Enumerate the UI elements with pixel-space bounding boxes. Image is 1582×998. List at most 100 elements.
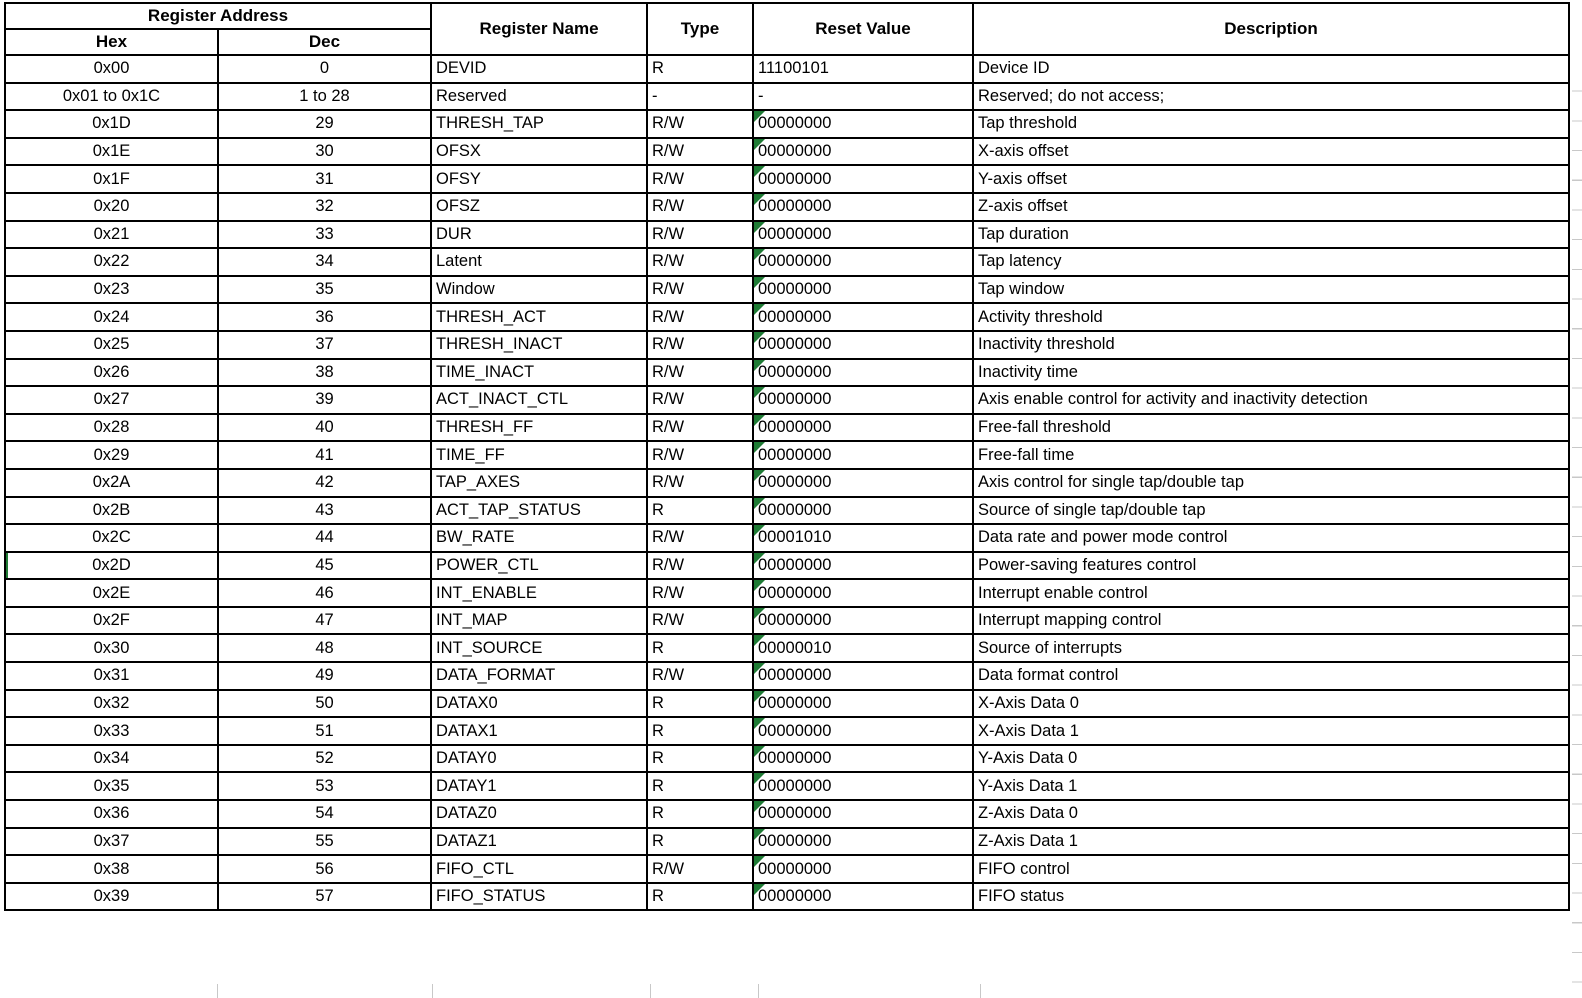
cell-description[interactable]: X-axis offset xyxy=(972,136,1570,167)
cell-description[interactable]: Axis control for single tap/double tap xyxy=(972,467,1570,498)
cell-description[interactable]: Power-saving features control xyxy=(972,550,1570,581)
cell-type[interactable]: R xyxy=(646,799,754,829)
cell-description[interactable]: Y-axis offset xyxy=(972,164,1570,194)
cell-dec[interactable]: 46 xyxy=(217,578,432,608)
cell-type[interactable]: R xyxy=(646,688,754,719)
cell-description[interactable]: FIFO status xyxy=(972,881,1570,912)
cell-dec[interactable]: 32 xyxy=(217,191,432,222)
cell-dec[interactable]: 37 xyxy=(217,329,432,360)
cell-hex[interactable]: 0x21 xyxy=(4,219,219,250)
cell-hex[interactable]: 0x27 xyxy=(4,385,219,415)
cell-type[interactable]: - xyxy=(646,81,754,112)
cell-hex[interactable]: 0x28 xyxy=(4,412,219,443)
cell-reset-value[interactable]: 00000000 xyxy=(752,329,974,360)
cell-reset-value[interactable]: 11100101 xyxy=(752,54,974,84)
cell-description[interactable]: Inactivity time xyxy=(972,357,1570,388)
header-type[interactable]: Type xyxy=(646,2,754,56)
cell-hex[interactable]: 0x37 xyxy=(4,826,219,857)
cell-hex[interactable]: 0x2C xyxy=(4,523,219,553)
cell-description[interactable]: Y-Axis Data 0 xyxy=(972,743,1570,774)
cell-type[interactable]: R xyxy=(646,881,754,912)
cell-hex[interactable]: 0x26 xyxy=(4,357,219,388)
cell-hex[interactable]: 0x35 xyxy=(4,771,219,802)
cell-dec[interactable]: 0 xyxy=(217,54,432,84)
cell-description[interactable]: X-Axis Data 0 xyxy=(972,688,1570,719)
cell-description[interactable]: Tap latency xyxy=(972,247,1570,277)
cell-type[interactable]: R/W xyxy=(646,329,754,360)
cell-type[interactable]: R/W xyxy=(646,523,754,553)
cell-register-name[interactable]: OFSY xyxy=(430,164,648,194)
cell-reset-value[interactable]: 00000000 xyxy=(752,826,974,857)
cell-reset-value[interactable]: 00000000 xyxy=(752,799,974,829)
cell-hex[interactable]: 0x00 xyxy=(4,54,219,84)
cell-type[interactable]: R/W xyxy=(646,136,754,167)
cell-dec[interactable]: 48 xyxy=(217,633,432,664)
cell-register-name[interactable]: Latent xyxy=(430,247,648,277)
cell-type[interactable]: R/W xyxy=(646,550,754,581)
cell-register-name[interactable]: INT_MAP xyxy=(430,605,648,636)
cell-type[interactable]: R/W xyxy=(646,578,754,608)
cell-hex[interactable]: 0x39 xyxy=(4,881,219,912)
cell-dec[interactable]: 55 xyxy=(217,826,432,857)
cell-description[interactable]: FIFO control xyxy=(972,854,1570,884)
cell-dec[interactable]: 52 xyxy=(217,743,432,774)
cell-reset-value[interactable]: 00000000 xyxy=(752,136,974,167)
cell-register-name[interactable]: DATAY1 xyxy=(430,771,648,802)
cell-register-name[interactable]: BW_RATE xyxy=(430,523,648,553)
cell-description[interactable]: Z-Axis Data 1 xyxy=(972,826,1570,857)
cell-hex[interactable]: 0x31 xyxy=(4,661,219,691)
cell-reset-value[interactable]: 00000000 xyxy=(752,164,974,194)
cell-dec[interactable]: 50 xyxy=(217,688,432,719)
cell-dec[interactable]: 49 xyxy=(217,661,432,691)
header-register-name[interactable]: Register Name xyxy=(430,2,648,56)
cell-register-name[interactable]: INT_ENABLE xyxy=(430,578,648,608)
cell-hex[interactable]: 0x32 xyxy=(4,688,219,719)
cell-type[interactable]: R/W xyxy=(646,854,754,884)
cell-hex[interactable]: 0x24 xyxy=(4,302,219,332)
cell-type[interactable]: R/W xyxy=(646,302,754,332)
cell-hex[interactable]: 0x38 xyxy=(4,854,219,884)
cell-dec[interactable]: 39 xyxy=(217,385,432,415)
cell-hex[interactable]: 0x2D xyxy=(4,550,219,581)
cell-register-name[interactable]: DATAX1 xyxy=(430,716,648,746)
cell-description[interactable]: Activity threshold xyxy=(972,302,1570,332)
cell-type[interactable]: R/W xyxy=(646,109,754,139)
cell-type[interactable]: R xyxy=(646,54,754,84)
cell-type[interactable]: R xyxy=(646,716,754,746)
cell-reset-value[interactable]: 00000000 xyxy=(752,357,974,388)
cell-type[interactable]: R/W xyxy=(646,357,754,388)
cell-description[interactable]: Data rate and power mode control xyxy=(972,523,1570,553)
header-dec[interactable]: Dec xyxy=(217,28,432,56)
cell-type[interactable]: R/W xyxy=(646,274,754,305)
cell-description[interactable]: Inactivity threshold xyxy=(972,329,1570,360)
cell-hex[interactable]: 0x33 xyxy=(4,716,219,746)
cell-hex[interactable]: 0x25 xyxy=(4,329,219,360)
cell-dec[interactable]: 45 xyxy=(217,550,432,581)
cell-reset-value[interactable]: 00000000 xyxy=(752,743,974,774)
cell-reset-value[interactable]: 00000000 xyxy=(752,302,974,332)
cell-dec[interactable]: 43 xyxy=(217,495,432,526)
cell-reset-value[interactable]: 00000000 xyxy=(752,688,974,719)
cell-type[interactable]: R/W xyxy=(646,605,754,636)
cell-hex[interactable]: 0x1E xyxy=(4,136,219,167)
cell-reset-value[interactable]: 00000000 xyxy=(752,247,974,277)
cell-register-name[interactable]: Window xyxy=(430,274,648,305)
cell-hex[interactable]: 0x1D xyxy=(4,109,219,139)
cell-type[interactable]: R/W xyxy=(646,164,754,194)
cell-description[interactable]: Device ID xyxy=(972,54,1570,84)
cell-description[interactable]: Y-Axis Data 1 xyxy=(972,771,1570,802)
cell-register-name[interactable]: POWER_CTL xyxy=(430,550,648,581)
header-description[interactable]: Description xyxy=(972,2,1570,56)
cell-hex[interactable]: 0x30 xyxy=(4,633,219,664)
cell-description[interactable]: Z-Axis Data 0 xyxy=(972,799,1570,829)
cell-reset-value[interactable]: 00000000 xyxy=(752,274,974,305)
cell-register-name[interactable]: THRESH_TAP xyxy=(430,109,648,139)
cell-register-name[interactable]: DATA_FORMAT xyxy=(430,661,648,691)
cell-hex[interactable]: 0x2B xyxy=(4,495,219,526)
header-register-address[interactable]: Register Address xyxy=(4,2,432,30)
cell-reset-value[interactable]: 00001010 xyxy=(752,523,974,553)
cell-hex[interactable]: 0x22 xyxy=(4,247,219,277)
cell-dec[interactable]: 31 xyxy=(217,164,432,194)
cell-register-name[interactable]: INT_SOURCE xyxy=(430,633,648,664)
cell-reset-value[interactable]: 00000000 xyxy=(752,385,974,415)
